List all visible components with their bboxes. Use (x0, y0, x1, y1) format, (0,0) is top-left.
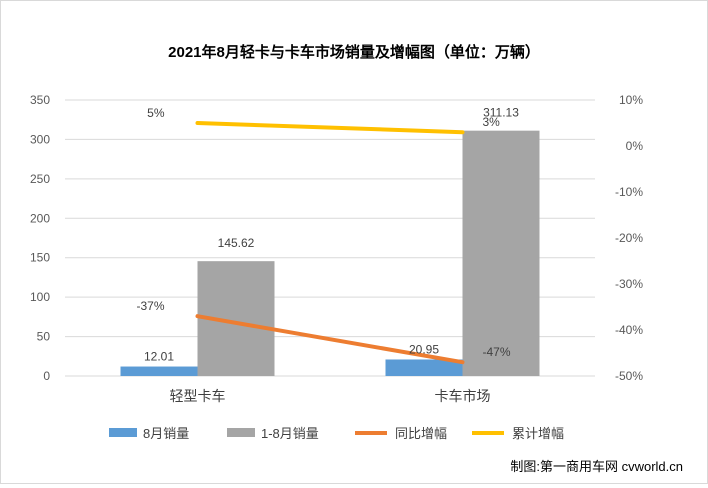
line-data-label: -47% (483, 345, 511, 359)
bar-data-label: 311.13 (483, 106, 519, 120)
bar-data-label: 12.01 (144, 350, 174, 364)
left-axis-tick-label: 350 (30, 93, 50, 107)
bar-data-label: 145.62 (218, 236, 255, 250)
legend-label: 8月销量 (143, 426, 189, 441)
series-line (195, 121, 465, 135)
bar (385, 359, 463, 376)
line-data-label: 5% (147, 106, 165, 120)
left-axis-tick-label: 200 (30, 211, 50, 225)
left-axis-tick-label: 250 (30, 172, 50, 186)
right-axis-tick-label: 10% (619, 93, 643, 107)
chart-title: 2021年8月轻卡与卡车市场销量及增幅图（单位：万辆） (168, 43, 540, 61)
bar (120, 366, 198, 376)
legend-swatch (109, 428, 137, 437)
gridlines (65, 99, 595, 377)
legend-swatch (227, 428, 255, 437)
legend-label: 1-8月销量 (261, 426, 319, 441)
line-data-label: 3% (483, 115, 501, 129)
right-axis-tick-label: -20% (615, 231, 643, 245)
legend-label: 累计增幅 (512, 426, 564, 441)
right-axis-tick-label: -50% (615, 369, 643, 383)
left-axis-tick-label: 300 (30, 132, 50, 146)
bar (462, 130, 540, 376)
credit-text: 制图:第一商用车网 cvworld.cn (510, 459, 683, 474)
bars (120, 130, 540, 376)
left-axis-tick-label: 50 (37, 330, 51, 344)
right-axis-tick-label: -40% (615, 323, 643, 337)
right-axis-tick-label: -30% (615, 277, 643, 291)
category-label: 轻型卡车 (170, 388, 226, 404)
series-lines (195, 121, 465, 365)
bar-data-label: 20.95 (409, 342, 439, 356)
left-axis-tick-label: 0 (43, 369, 50, 383)
right-axis-tick-label: 0% (626, 139, 644, 153)
line-data-label: -37% (136, 299, 164, 313)
left-axis-tick-label: 150 (30, 251, 50, 265)
data-labels: 12.01 20.95 145.62 311.13 -37% -47% 5% 3% (136, 106, 519, 364)
legend-label: 同比增幅 (395, 426, 447, 441)
left-axis-tick-label: 100 (30, 290, 50, 304)
series-line (195, 314, 465, 365)
axes: 0 50 100 150 200 250 300 350 -50% -40% -30% -20% -10… (30, 93, 643, 404)
legend: 8月销量 1-8月销量 同比增幅 累计增幅 (109, 426, 564, 441)
right-axis-tick-label: -10% (615, 185, 643, 199)
category-label: 卡车市场 (435, 388, 491, 404)
